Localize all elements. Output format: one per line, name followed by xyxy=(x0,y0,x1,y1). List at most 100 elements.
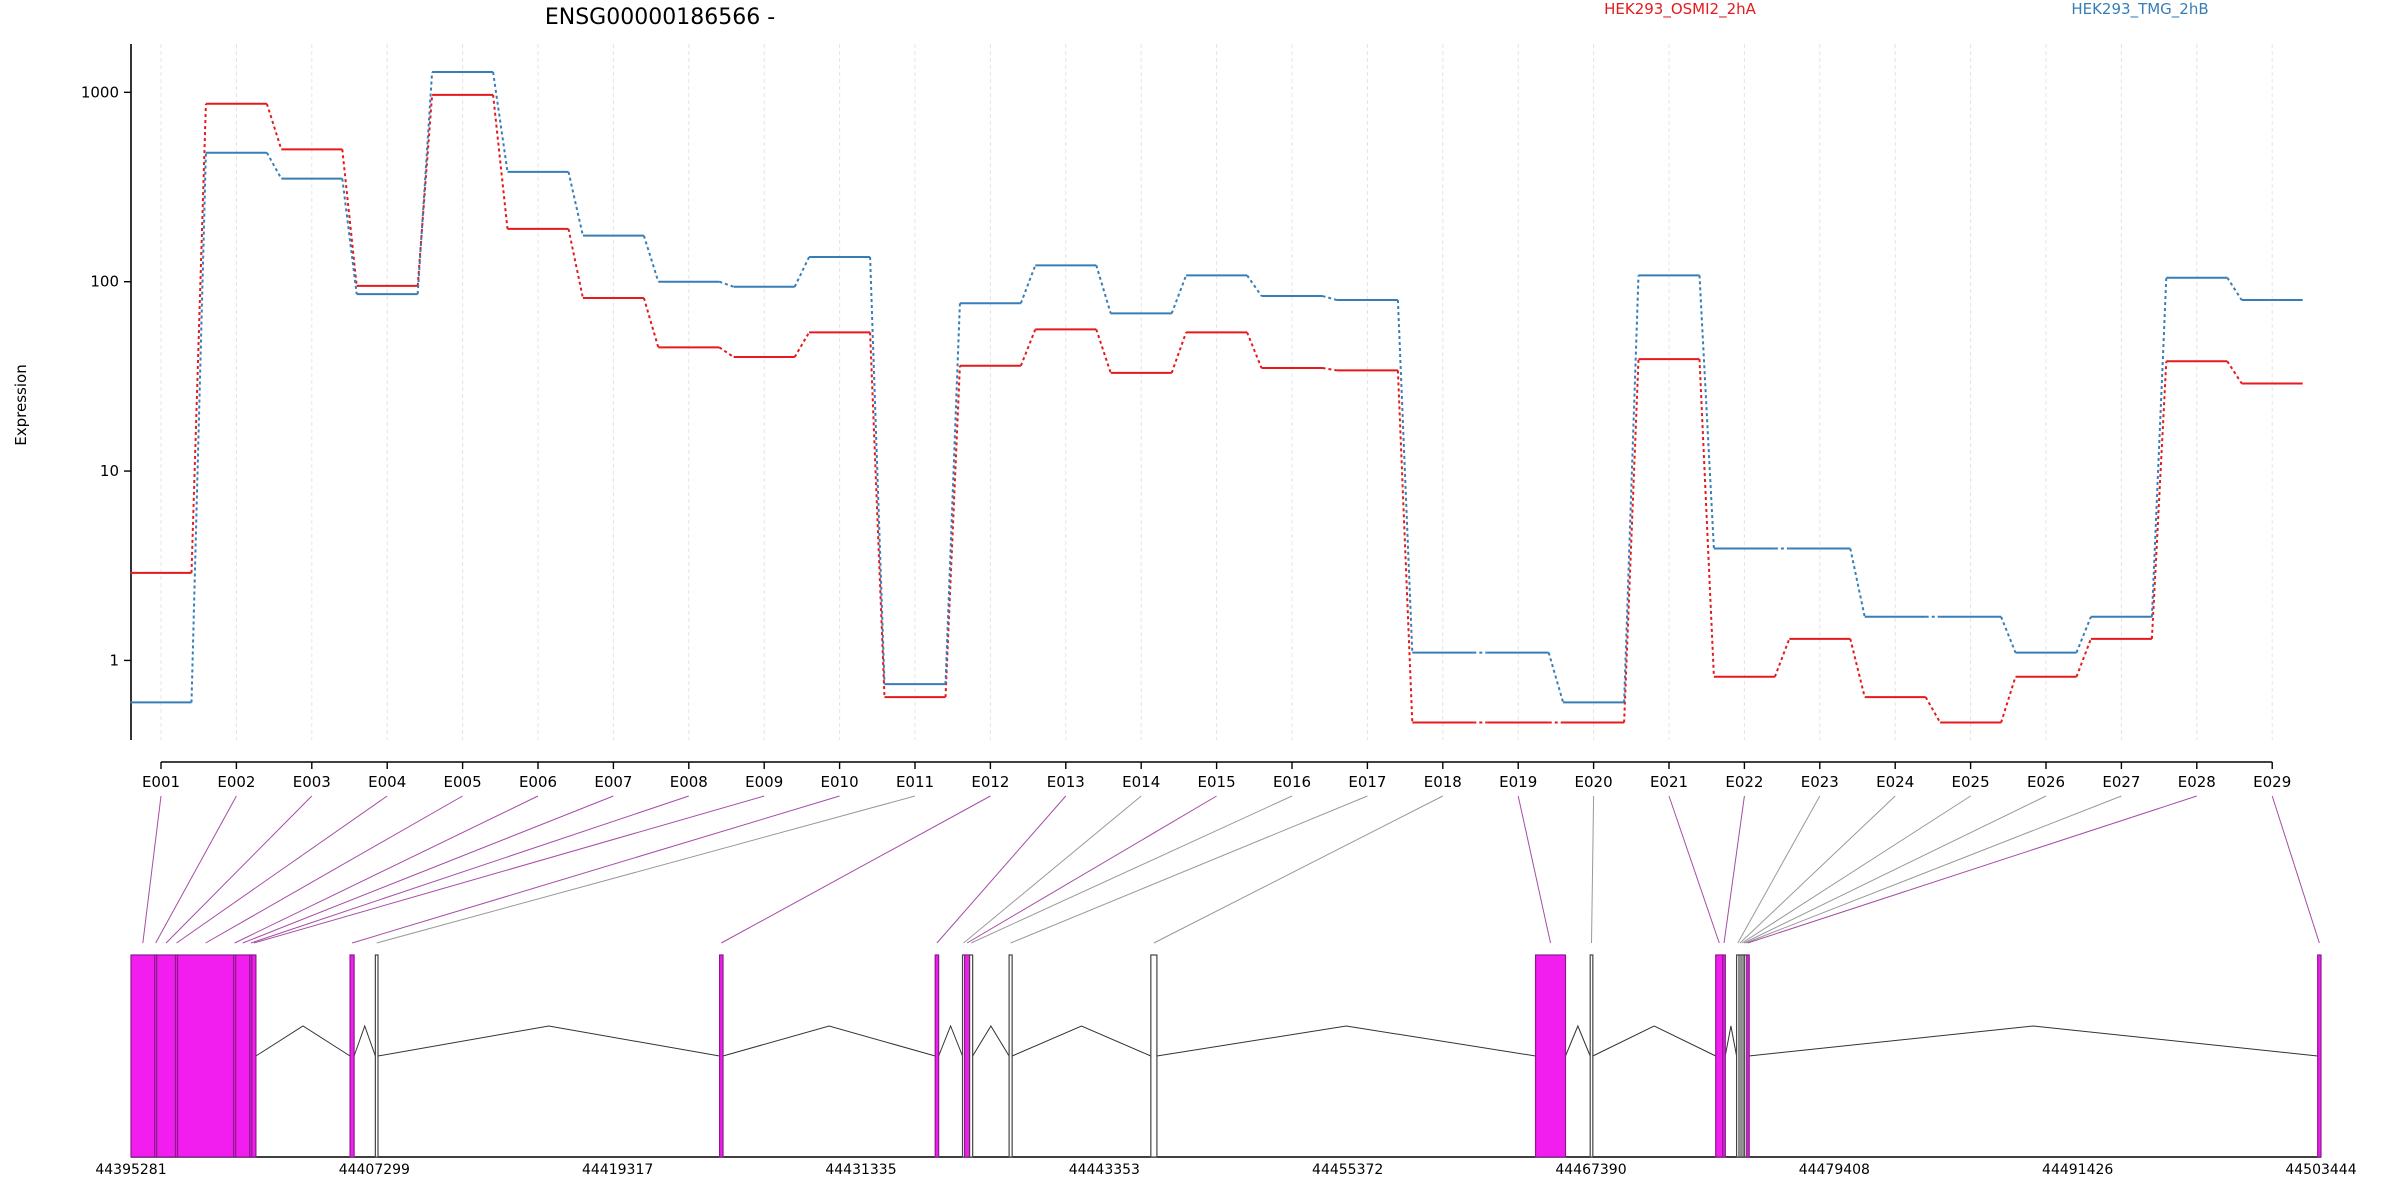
exon-E007 xyxy=(235,954,251,1158)
series-connector xyxy=(1547,652,1565,703)
exon-E012 xyxy=(718,954,724,1158)
series-connector xyxy=(2075,638,2092,678)
series-connector xyxy=(642,235,660,283)
exon-E003 xyxy=(156,954,177,1158)
series-connector xyxy=(416,94,434,286)
x-tick-label: E011 xyxy=(896,773,934,791)
series-1 xyxy=(130,93,2303,724)
exon-mapping-line xyxy=(351,795,840,944)
x-tick-label: E018 xyxy=(1424,773,1462,791)
series-connector xyxy=(718,280,735,288)
x-tick-label: E016 xyxy=(1273,773,1311,791)
x-tick-label: E006 xyxy=(519,773,557,791)
x-tick-label: E020 xyxy=(1575,773,1613,791)
y-tick-label: 1 xyxy=(109,651,119,669)
exon-mapping-line xyxy=(205,795,463,944)
series-connector xyxy=(341,178,358,295)
series-connector xyxy=(2150,277,2168,617)
series-connector xyxy=(2000,676,2017,723)
series-connector xyxy=(2150,361,2168,639)
coordinate-label: 44503444 xyxy=(2285,1162,2356,1178)
x-tick-label: E009 xyxy=(745,773,783,791)
exon-mapping-line xyxy=(1668,795,1720,944)
coordinate-label: 44407299 xyxy=(339,1162,410,1178)
coordinate-label: 44467390 xyxy=(1555,1162,1626,1178)
exon-mapping-line xyxy=(1741,795,1971,944)
intron-line xyxy=(1011,1025,1152,1057)
series-connector xyxy=(416,71,434,295)
x-tick-label: E012 xyxy=(971,773,1009,791)
x-tick-label: E029 xyxy=(2253,773,2291,791)
series-connector xyxy=(869,332,886,698)
series-connector xyxy=(266,152,283,180)
series-connector xyxy=(2075,616,2092,653)
coordinate-label: 44455372 xyxy=(1312,1162,1383,1178)
x-tick-label: E010 xyxy=(821,773,859,791)
exon-mapping-line xyxy=(1591,795,1595,944)
intron-line xyxy=(1156,1025,1536,1057)
series-connector xyxy=(1095,329,1112,374)
intron-line xyxy=(1724,1025,1738,1057)
coordinate-label: 44395281 xyxy=(95,1162,166,1178)
intron-line xyxy=(353,1024,376,1057)
exon-mapping-line xyxy=(1737,795,1821,944)
legend-series-1: HEK293_OSMI2_2hA xyxy=(1604,0,1757,19)
series-connector xyxy=(869,256,886,685)
series-connector xyxy=(1698,359,1715,677)
series-connector xyxy=(1698,275,1715,549)
plot-area: 1 10 100 1000 E001 E002 E003 E004 E005 E006 E007 E0… xyxy=(81,44,2303,791)
x-tick-label: E022 xyxy=(1725,773,1763,791)
exon-E015 xyxy=(963,954,971,1158)
x-tick-label: E005 xyxy=(444,773,482,791)
exon-mapping-line xyxy=(963,795,1142,944)
exon-mapping-line xyxy=(936,795,1067,944)
x-tick-label: E014 xyxy=(1122,773,1160,791)
intron-line xyxy=(377,1025,720,1057)
series-2 xyxy=(130,71,2303,704)
x-tick-label: E002 xyxy=(217,773,255,791)
exon-mapping-line xyxy=(2271,795,2320,944)
series-connector xyxy=(1170,275,1188,314)
series-connector xyxy=(1095,265,1112,314)
exon-mapping-line xyxy=(242,795,614,944)
series-connector xyxy=(190,103,207,573)
exon-mapping-line xyxy=(1153,795,1444,944)
coordinate-label: 44491426 xyxy=(2042,1162,2113,1178)
exon-mapping-line xyxy=(142,795,162,944)
series-connector xyxy=(492,94,509,230)
exon-mapping-line xyxy=(165,795,313,944)
exon-mapping-line xyxy=(1010,795,1368,944)
exon-mapping-line xyxy=(1723,795,1745,944)
legend-series-2: HEK293_TMG_2hB xyxy=(2071,0,2208,19)
exon-E017 xyxy=(1008,954,1013,1158)
series-connector xyxy=(1623,359,1640,723)
exon-mapping-line xyxy=(1743,795,2047,944)
x-tick-label: E019 xyxy=(1499,773,1537,791)
series-connector xyxy=(190,152,207,703)
x-tick-label: E001 xyxy=(142,773,180,791)
x-tick-label: E004 xyxy=(368,773,406,791)
exon-mapping-line xyxy=(966,795,1217,944)
intron-line xyxy=(1748,1025,2318,1057)
exon-E013 xyxy=(934,954,940,1158)
intron-line xyxy=(938,1024,963,1057)
series-connector xyxy=(1773,638,1791,678)
chart-title: ENSG00000186566 - xyxy=(545,5,775,30)
exon-mapping-line xyxy=(253,795,765,944)
series-connector xyxy=(1322,295,1338,302)
exon-mapping-line xyxy=(1739,795,1896,944)
intron-line xyxy=(972,1025,1010,1057)
exon-E005 xyxy=(176,954,235,1158)
coordinate-label: 44419317 xyxy=(582,1162,653,1178)
series-connector xyxy=(793,331,810,358)
series-connector xyxy=(1396,370,1414,723)
exon-E018 xyxy=(1150,954,1158,1158)
series-connector xyxy=(944,303,961,685)
series-connector xyxy=(1623,275,1640,703)
exon-mapping-line xyxy=(234,795,539,944)
gene-model: 44395281 44407299 44419317 44431335 44443353… xyxy=(95,795,2357,1178)
exon-E028 xyxy=(1746,954,1750,1158)
coordinate-label: 44479408 xyxy=(1799,1162,1870,1178)
y-tick-label: 100 xyxy=(90,273,119,291)
